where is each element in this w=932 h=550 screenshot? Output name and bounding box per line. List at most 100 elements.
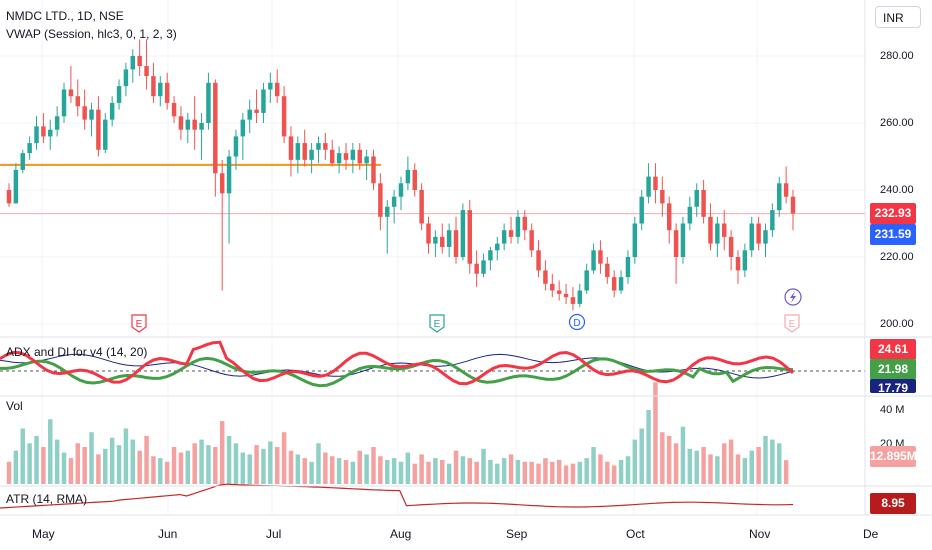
candle-body xyxy=(681,224,685,258)
volume-bar xyxy=(440,460,444,484)
vol-pane-title: Vol xyxy=(6,399,23,414)
candle-body xyxy=(461,210,465,257)
volume-bar xyxy=(27,443,31,484)
volume-bar xyxy=(261,449,265,484)
volume-bar xyxy=(502,458,506,484)
volume-bar xyxy=(392,458,396,484)
volume-bar xyxy=(708,454,712,484)
candle-body xyxy=(653,177,657,190)
candle-body xyxy=(302,143,306,160)
volume-bar xyxy=(639,429,643,485)
volume-bar xyxy=(399,462,403,484)
volume-bar xyxy=(578,462,582,484)
volume-bar xyxy=(598,454,602,484)
volume-bar xyxy=(158,458,162,484)
candle-body xyxy=(34,126,38,143)
time-label-aug: Aug xyxy=(390,527,411,542)
candle-body xyxy=(516,217,520,237)
candle-body xyxy=(688,207,692,224)
volume-bar xyxy=(488,460,492,484)
candle-body xyxy=(598,250,602,263)
volume-bar xyxy=(124,429,128,485)
candle-body xyxy=(468,210,472,264)
candle-body xyxy=(433,237,437,244)
time-label-jul: Jul xyxy=(266,527,281,542)
volume-bar xyxy=(137,451,141,484)
candle-body xyxy=(784,183,788,196)
price-tick-280: 280.00 xyxy=(880,49,914,64)
candle-body xyxy=(165,83,169,103)
volume-bar xyxy=(289,451,293,484)
chart-grid xyxy=(0,0,865,515)
volume-bar xyxy=(62,453,66,484)
volume-bar xyxy=(275,447,279,484)
candle-body xyxy=(371,157,375,184)
candle-body xyxy=(137,56,141,66)
earnings-marker-3: E xyxy=(785,315,799,332)
volume-bar xyxy=(213,447,217,484)
candle-body xyxy=(529,230,533,250)
volume-bar xyxy=(763,436,767,484)
candle-body xyxy=(426,224,430,244)
candle-body xyxy=(268,83,272,90)
candle-body xyxy=(488,250,492,260)
candle-body xyxy=(791,197,795,214)
candle-body xyxy=(440,237,444,247)
candle-body xyxy=(639,197,643,224)
candle-body xyxy=(564,294,568,297)
candle-body xyxy=(296,143,300,160)
candle-body xyxy=(701,190,705,217)
volume-bar xyxy=(316,443,320,484)
candle-body xyxy=(172,103,176,116)
symbol-title: NMDC LTD., 1D, NSE xyxy=(6,9,124,24)
volume-bar xyxy=(750,451,754,484)
volume-bar xyxy=(543,458,547,484)
time-label-jun: Jun xyxy=(158,527,177,542)
currency-button[interactable]: INR xyxy=(875,6,921,28)
candle-body xyxy=(536,250,540,270)
volume-bar xyxy=(447,464,451,484)
candle-body xyxy=(234,136,238,156)
candle-body xyxy=(289,136,293,159)
last-price-tag: 232.93 xyxy=(870,203,916,224)
candle-body xyxy=(584,270,588,290)
vol-value-tag: 12.895M xyxy=(870,446,916,467)
volume-bar xyxy=(268,441,272,484)
volume-bar xyxy=(220,421,224,484)
adx-di-minus-tag: 24.61 xyxy=(870,339,916,360)
candle-body xyxy=(605,264,609,277)
volume-bar xyxy=(21,429,25,485)
candle-body xyxy=(282,96,286,136)
candle-body xyxy=(722,224,726,237)
volume-bar xyxy=(667,436,671,484)
candle-body xyxy=(247,110,251,120)
volume-bar xyxy=(192,443,196,484)
price-tick-260: 260.00 xyxy=(880,116,914,131)
volume-bar xyxy=(495,464,499,484)
candle-body xyxy=(330,150,334,163)
volume-bar xyxy=(660,432,664,484)
candle-body xyxy=(481,260,485,273)
volume-bar xyxy=(468,458,472,484)
candle-body xyxy=(715,224,719,244)
candle-body xyxy=(777,183,781,210)
candle-body xyxy=(351,150,355,160)
volume-bar xyxy=(433,458,437,484)
volume-bar xyxy=(715,456,719,484)
volume-bar xyxy=(186,451,190,484)
candle-body xyxy=(523,217,527,230)
volume-bar xyxy=(351,462,355,484)
volume-bar xyxy=(605,462,609,484)
volume-bar xyxy=(516,460,520,484)
volume-bar xyxy=(96,454,100,484)
candle-body xyxy=(41,126,45,136)
volume-bar xyxy=(584,458,588,484)
volume-bar xyxy=(48,419,52,484)
volume-bar xyxy=(509,454,513,484)
price-tick-240: 240.00 xyxy=(880,183,914,198)
atr-line-path xyxy=(0,484,793,508)
volume-bar xyxy=(406,453,410,484)
candle-body xyxy=(626,257,630,277)
vwap-legend: VWAP (Session, hlc3, 0, 1, 2, 3) xyxy=(6,27,177,42)
